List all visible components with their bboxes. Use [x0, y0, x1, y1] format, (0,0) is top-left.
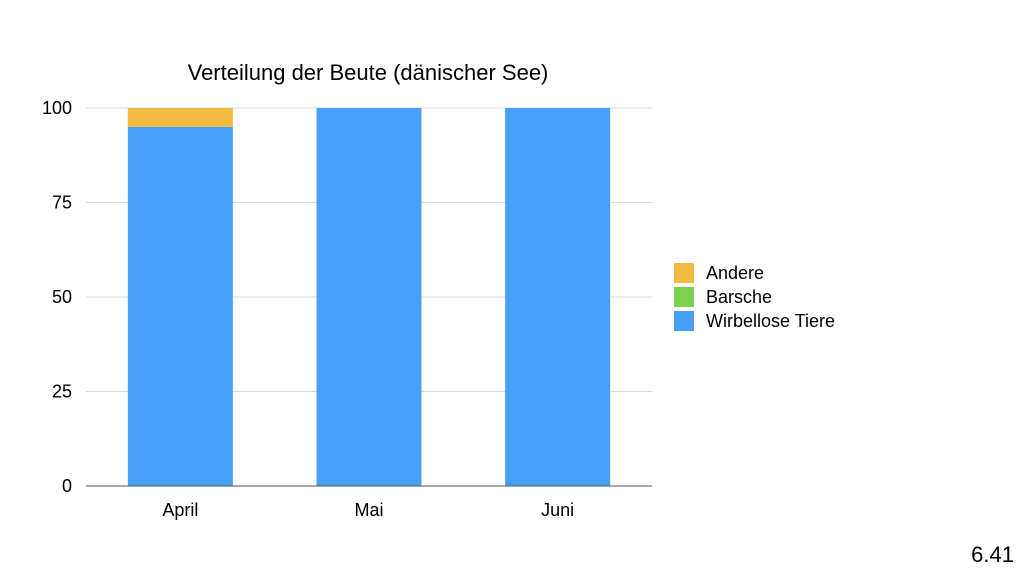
- y-tick-label: 75: [52, 193, 72, 213]
- y-tick-label: 50: [52, 287, 72, 307]
- y-tick-label: 0: [62, 476, 72, 496]
- x-tick-label: Juni: [541, 500, 574, 520]
- bar-segment: [505, 108, 611, 486]
- y-tick-label: 25: [52, 382, 72, 402]
- bar-segment: [127, 108, 233, 127]
- legend-swatch: [674, 263, 694, 283]
- legend-label: Andere: [706, 263, 764, 283]
- legend-label: Barsche: [706, 287, 772, 307]
- legend: Andere Barsche Wirbellose Tiere: [674, 263, 835, 331]
- legend-swatch: [674, 287, 694, 307]
- bars: [127, 108, 611, 487]
- legend-label: Wirbellose Tiere: [706, 311, 835, 331]
- y-tick-label: 100: [42, 98, 72, 118]
- bar-segment: [127, 126, 233, 487]
- axes: 0 25 50 75 100 April Mai Juni: [42, 98, 652, 520]
- slide-number: 6.41: [971, 542, 1014, 567]
- x-tick-label: Mai: [354, 500, 383, 520]
- legend-swatch: [674, 311, 694, 331]
- bar-segment: [316, 108, 422, 486]
- x-tick-label: April: [162, 500, 198, 520]
- chart-title: Verteilung der Beute (dänischer See): [188, 60, 549, 85]
